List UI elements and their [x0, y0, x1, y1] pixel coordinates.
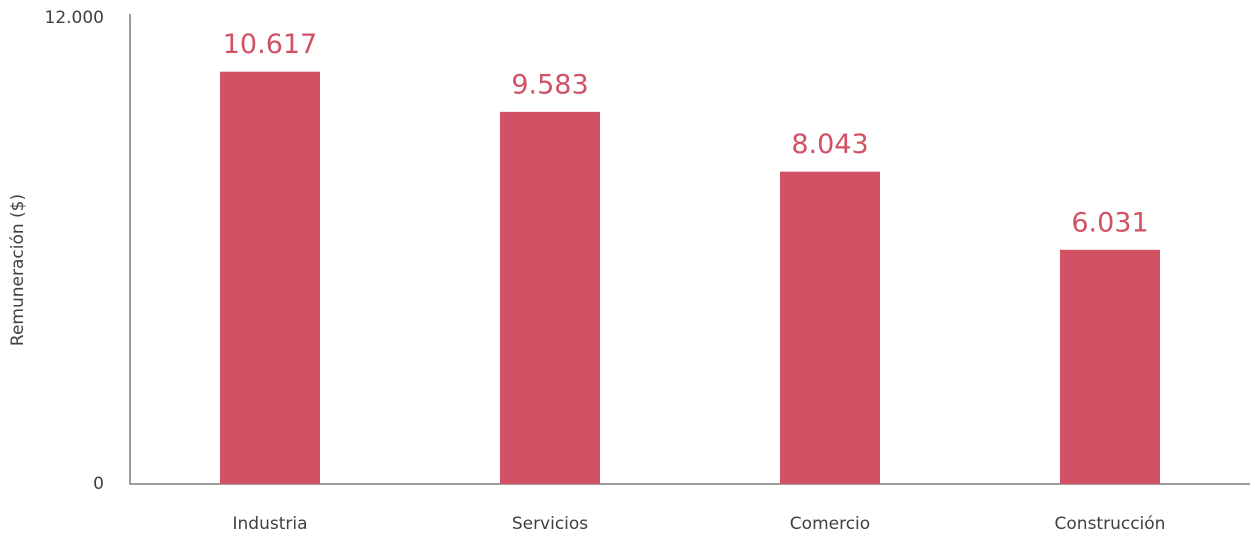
y-tick-label: 12.000 [45, 8, 104, 28]
bar [1060, 249, 1160, 484]
x-tick-label: Construcción [1055, 514, 1166, 534]
bar [780, 171, 880, 484]
value-label: 9.583 [511, 69, 588, 100]
x-tick-label: Industria [232, 514, 307, 534]
bar [500, 111, 600, 484]
x-tick-label: Servicios [512, 514, 588, 534]
y-axis-label: Remuneración ($) [8, 194, 28, 346]
bar [220, 71, 320, 485]
value-label: 6.031 [1071, 207, 1148, 238]
y-tick-label: 0 [93, 474, 104, 494]
value-label: 10.617 [223, 29, 317, 60]
x-tick-label: Comercio [790, 514, 870, 534]
value-label: 8.043 [791, 129, 868, 160]
